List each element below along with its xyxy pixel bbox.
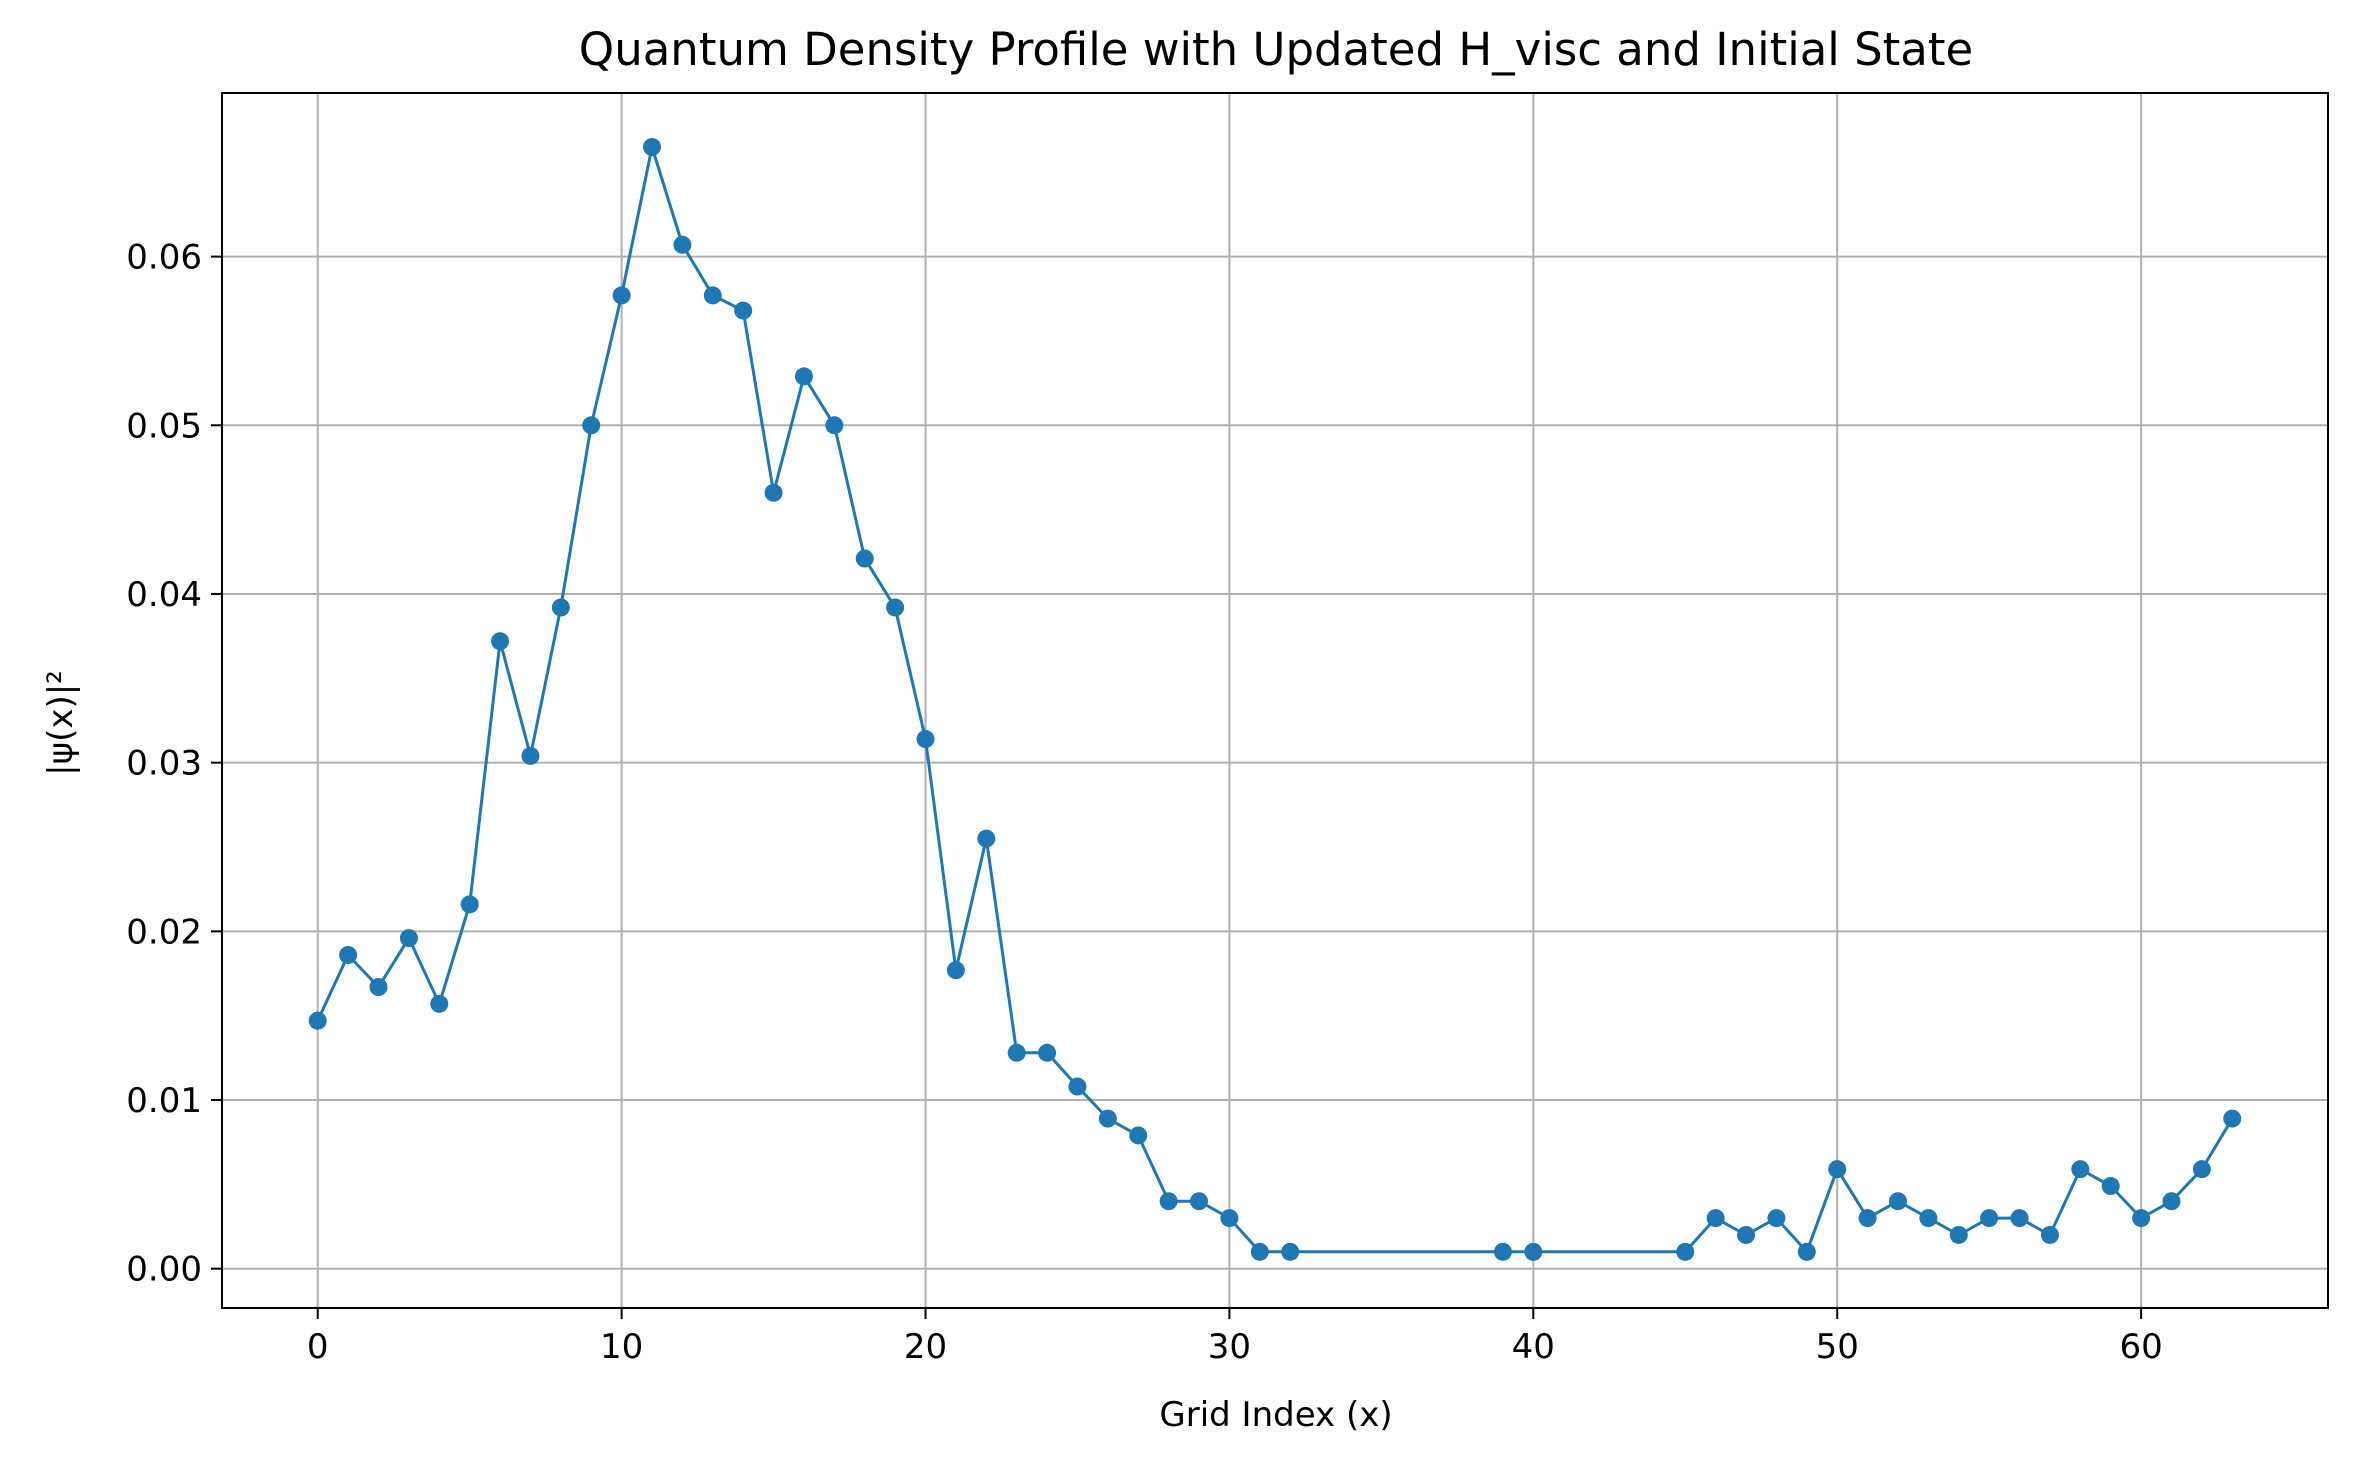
data-point	[1949, 1225, 1968, 1244]
data-point	[551, 598, 570, 617]
data-point	[794, 367, 813, 386]
data-point	[369, 978, 388, 997]
x-tick-label: 60	[2119, 1327, 2162, 1367]
data-point	[2071, 1160, 2090, 1179]
grid-lines	[222, 93, 2328, 1308]
data-point	[2162, 1192, 2181, 1211]
data-point	[582, 416, 601, 435]
data-point	[1098, 1109, 1117, 1128]
y-tick-label: 0.05	[126, 406, 202, 446]
data-point	[1919, 1209, 1938, 1228]
data-point	[1737, 1225, 1756, 1244]
data-point	[855, 549, 874, 568]
x-tick-label: 50	[1816, 1327, 1859, 1367]
data-point	[491, 632, 510, 651]
data-point	[886, 598, 905, 617]
data-point	[764, 483, 783, 502]
data-point	[1007, 1043, 1026, 1062]
data-point	[1190, 1192, 1209, 1211]
data-point	[2040, 1225, 2059, 1244]
x-tick-label: 0	[307, 1327, 329, 1367]
data-point	[460, 895, 479, 914]
x-tick-label: 40	[1512, 1327, 1555, 1367]
axis-ticks: 0 10 20 30 40 50 60 0.00 0.01 0.02 0.03 0.04 0.05 0.0…	[126, 238, 2162, 1367]
data-point	[1676, 1242, 1695, 1261]
data-point	[1858, 1209, 1877, 1228]
x-tick-label: 10	[600, 1327, 643, 1367]
data-point	[430, 994, 449, 1013]
y-tick-label: 0.06	[126, 238, 202, 278]
data-point	[2010, 1209, 2029, 1228]
data-point	[1220, 1209, 1239, 1228]
y-axis-label: |ψ(x)|²	[41, 670, 81, 776]
plot-area-frame	[221, 92, 2329, 1309]
data-point	[825, 416, 844, 435]
x-tick-label: 30	[1208, 1327, 1251, 1367]
data-point	[1524, 1242, 1543, 1261]
data-point	[1129, 1126, 1148, 1145]
data-point	[673, 235, 692, 254]
data-point	[734, 301, 753, 320]
y-tick-label: 0.02	[126, 912, 202, 952]
data-point	[643, 137, 662, 156]
data-point	[946, 961, 965, 980]
data-point	[1767, 1209, 1786, 1228]
data-point	[2101, 1177, 2120, 1196]
data-point	[1250, 1242, 1269, 1261]
y-tick-label: 0.03	[126, 744, 202, 784]
data-point	[612, 286, 631, 305]
data-point	[2223, 1109, 2242, 1128]
data-point	[308, 1011, 327, 1030]
data-point	[2132, 1209, 2151, 1228]
data-point	[1980, 1209, 1999, 1228]
y-tick-label: 0.00	[126, 1250, 202, 1290]
data-point	[916, 730, 935, 749]
data-point	[1493, 1242, 1512, 1261]
data-point	[977, 829, 996, 848]
chart-title: Quantum Density Profile with Updated H_v…	[579, 23, 1973, 76]
x-axis-label: Grid Index (x)	[1159, 1395, 1392, 1435]
data-point	[2192, 1160, 2211, 1179]
data-point	[703, 286, 722, 305]
data-point	[1281, 1242, 1300, 1261]
data-point	[339, 945, 358, 964]
data-series	[308, 137, 2242, 1261]
data-point	[1159, 1192, 1178, 1211]
data-point	[399, 929, 418, 948]
data-point	[1797, 1242, 1816, 1261]
data-point	[1888, 1192, 1907, 1211]
data-point	[1068, 1077, 1087, 1096]
y-tick-label: 0.01	[126, 1081, 202, 1121]
data-point	[1706, 1209, 1725, 1228]
data-point	[1828, 1160, 1847, 1179]
data-point	[1038, 1043, 1057, 1062]
x-tick-label: 20	[904, 1327, 947, 1367]
data-point	[521, 746, 540, 765]
y-tick-label: 0.04	[126, 575, 202, 615]
